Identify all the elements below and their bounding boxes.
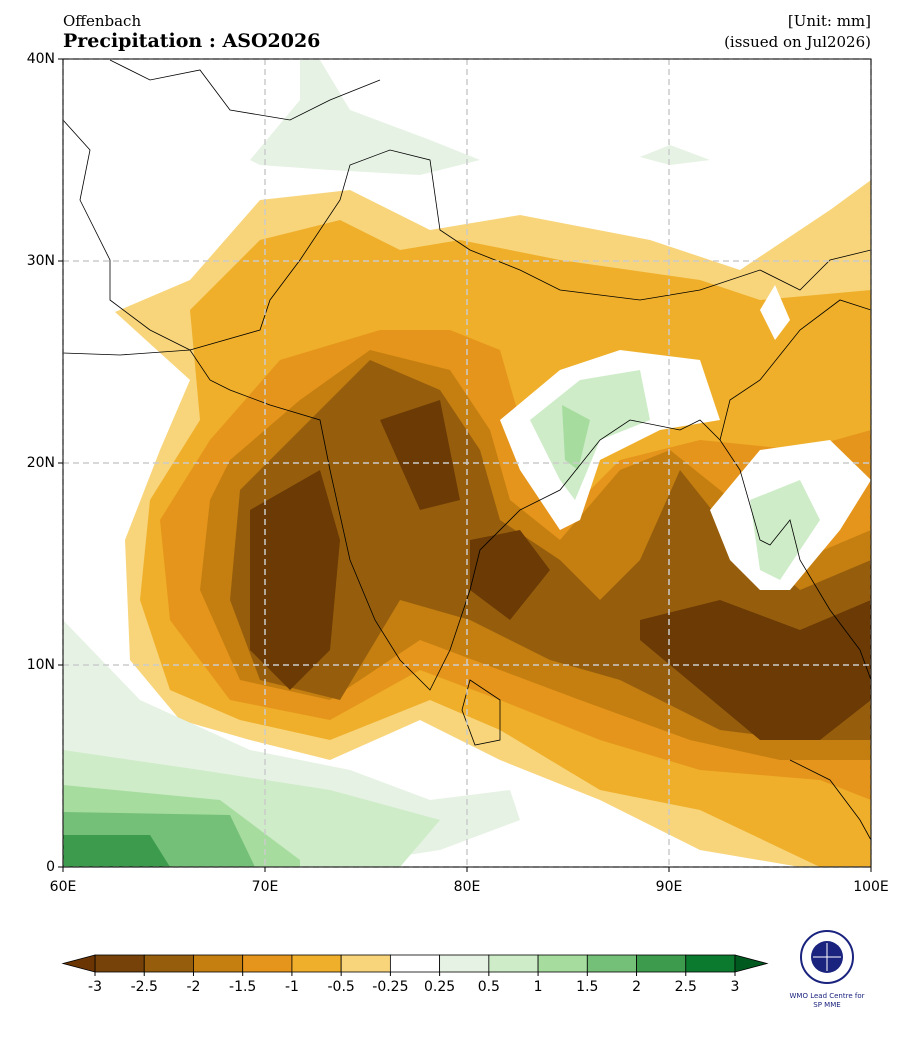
colorbar-label: 1 (534, 979, 543, 995)
colorbar-extend (61, 954, 96, 973)
y-tick-label: 30N (27, 253, 55, 269)
y-tick-label: 40N (27, 51, 55, 67)
colorbar-label: 1.5 (576, 979, 598, 995)
logo: WMO Lead Centre for SP MME (790, 930, 865, 1009)
station: Offenbach (63, 12, 141, 30)
colorbar-box (488, 954, 539, 973)
colorbar-box (291, 954, 342, 973)
colorbar-box (389, 954, 441, 973)
colorbar-box (143, 954, 194, 973)
colorbar-box (685, 954, 736, 973)
y-tick-label: 20N (27, 455, 55, 471)
colorbar-box (636, 954, 687, 973)
colorbar: -3 -2.5 -2 -1.5 -1 -0.5 -0.25 0.25 0.5 1 1.5 2 2.5 3 (61, 954, 769, 995)
unit: [Unit: mm] (788, 12, 871, 30)
issued: (issued on Jul2026) (724, 33, 871, 51)
logo-line: SP MME (813, 1001, 840, 1009)
x-tick-label: 100E (853, 879, 889, 895)
title: Precipitation : ASO2026 (63, 30, 320, 52)
colorbar-label: -1 (285, 979, 299, 995)
colorbar-box (439, 954, 490, 973)
colorbar-label: 0.25 (424, 979, 455, 995)
logo-line: WMO Lead Centre for (790, 992, 865, 1000)
colorbar-box (193, 954, 244, 973)
colorbar-label: -1.5 (229, 979, 256, 995)
colorbar-box (242, 954, 293, 973)
colorbar-label: 3 (731, 979, 740, 995)
y-tick-label: 10N (27, 657, 55, 673)
x-tick-label: 60E (50, 879, 77, 895)
colorbar-box (537, 954, 588, 973)
colorbar-label: -3 (88, 979, 102, 995)
colorbar-label: 2 (632, 979, 641, 995)
x-tick-label: 70E (252, 879, 279, 895)
colorbar-label: -0.25 (372, 979, 408, 995)
x-tick-label: 80E (454, 879, 481, 895)
colorbar-extend (734, 954, 769, 973)
map-fields (63, 59, 871, 867)
colorbar-box (94, 954, 145, 973)
y-tick-label: 0 (46, 859, 55, 875)
colorbar-box (340, 954, 391, 973)
colorbar-label: 0.5 (478, 979, 500, 995)
colorbar-label: 2.5 (675, 979, 697, 995)
colorbar-box (586, 954, 637, 973)
colorbar-label: -2.5 (131, 979, 158, 995)
colorbar-label: -2 (186, 979, 200, 995)
colorbar-label: -0.5 (327, 979, 354, 995)
x-tick-label: 90E (656, 879, 683, 895)
